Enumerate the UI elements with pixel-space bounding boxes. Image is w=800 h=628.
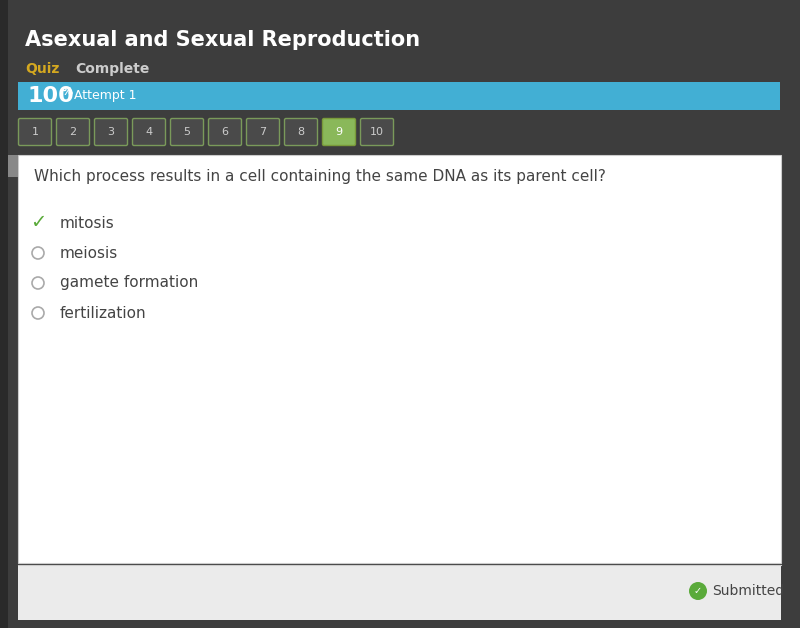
Text: Complete: Complete [75, 62, 150, 76]
Text: ✓: ✓ [30, 214, 46, 232]
FancyBboxPatch shape [57, 119, 90, 146]
Text: Attempt 1: Attempt 1 [74, 90, 137, 102]
Text: Which process results in a cell containing the same DNA as its parent cell?: Which process results in a cell containi… [34, 170, 606, 185]
FancyBboxPatch shape [18, 119, 51, 146]
FancyBboxPatch shape [322, 119, 355, 146]
Text: 9: 9 [335, 127, 342, 137]
Text: Quiz: Quiz [25, 62, 59, 76]
Text: mitosis: mitosis [60, 215, 114, 230]
Text: 3: 3 [107, 127, 114, 137]
Text: 100: 100 [28, 86, 74, 106]
Text: ✓: ✓ [694, 586, 702, 596]
FancyBboxPatch shape [285, 119, 318, 146]
FancyBboxPatch shape [133, 119, 166, 146]
FancyBboxPatch shape [18, 82, 780, 110]
Text: 7: 7 [259, 127, 266, 137]
Circle shape [689, 582, 707, 600]
FancyBboxPatch shape [246, 119, 279, 146]
Text: 1: 1 [31, 127, 38, 137]
Text: 5: 5 [183, 127, 190, 137]
Text: 10: 10 [370, 127, 384, 137]
FancyBboxPatch shape [170, 119, 203, 146]
Text: %: % [62, 87, 73, 97]
Text: 4: 4 [146, 127, 153, 137]
Text: 2: 2 [70, 127, 77, 137]
FancyBboxPatch shape [18, 565, 781, 620]
Text: Submitted: Submitted [712, 584, 784, 598]
Text: gamete formation: gamete formation [60, 276, 198, 291]
Text: 8: 8 [298, 127, 305, 137]
Text: meiosis: meiosis [60, 246, 118, 261]
Text: Asexual and Sexual Reproduction: Asexual and Sexual Reproduction [25, 30, 420, 50]
FancyBboxPatch shape [361, 119, 394, 146]
Text: fertilization: fertilization [60, 305, 146, 320]
FancyBboxPatch shape [94, 119, 127, 146]
FancyBboxPatch shape [18, 155, 781, 563]
FancyBboxPatch shape [0, 0, 8, 628]
FancyBboxPatch shape [8, 155, 18, 177]
FancyBboxPatch shape [8, 0, 800, 628]
Text: 6: 6 [222, 127, 229, 137]
FancyBboxPatch shape [209, 119, 242, 146]
